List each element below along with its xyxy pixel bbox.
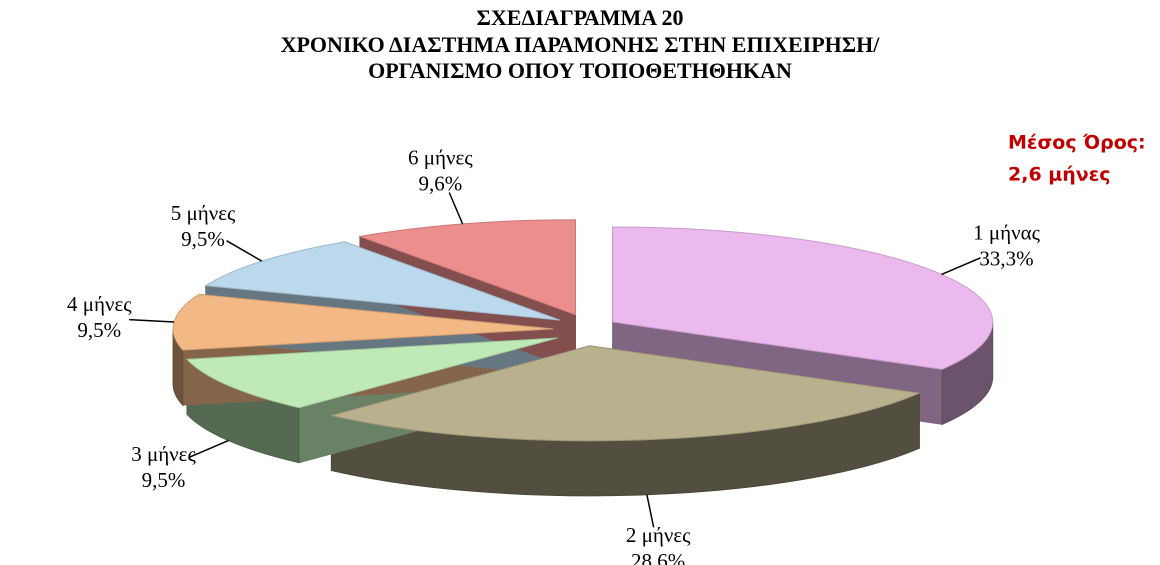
- pie-slice: [331, 345, 922, 442]
- leader-line: [941, 257, 981, 276]
- chart-subtitle: ΧΡΟΝΙΚΟ ΔΙΑΣΤΗΜΑ ΠΑΡΑΜΟΝΗΣ ΣΤΗΝ ΕΠΙΧΕΙΡΗ…: [281, 32, 881, 57]
- data-label: 5 μήνες: [171, 201, 236, 225]
- leader-line: [129, 318, 175, 323]
- data-label: 9,5%: [77, 318, 121, 342]
- pie-slice: [185, 337, 558, 409]
- data-label: 9,5%: [142, 468, 186, 492]
- annotation: Μέσος Όρος:: [1008, 132, 1146, 154]
- leader-line: [226, 240, 263, 262]
- data-label: 9,6%: [418, 171, 462, 195]
- data-label: 4 μήνες: [67, 292, 132, 316]
- data-label: 1 μήνας: [973, 221, 1040, 245]
- data-label: 6 μήνες: [408, 145, 473, 169]
- data-label: 9,5%: [181, 227, 225, 251]
- data-label: 3 μήνες: [131, 442, 196, 466]
- data-label: 2 μήνες: [626, 523, 691, 547]
- data-label: 33,3%: [979, 247, 1033, 271]
- pie-slice: [357, 219, 576, 316]
- chart-title: ΣΧΕΔΙΑΓΡΑΜΜΑ 20: [477, 5, 684, 30]
- data-label: 28,6%: [631, 549, 685, 565]
- chart-subtitle: ΟΡΓΑΝΙΣΜΟ ΟΠΟΥ ΤΟΠΟΘΕΤΗΘΗΚΑΝ: [368, 58, 792, 83]
- leader-line: [646, 494, 655, 528]
- leader-line: [189, 439, 229, 458]
- annotation: 2,6 μήνες: [1008, 164, 1111, 186]
- pie-slice: [612, 226, 994, 370]
- leader-line: [448, 192, 464, 225]
